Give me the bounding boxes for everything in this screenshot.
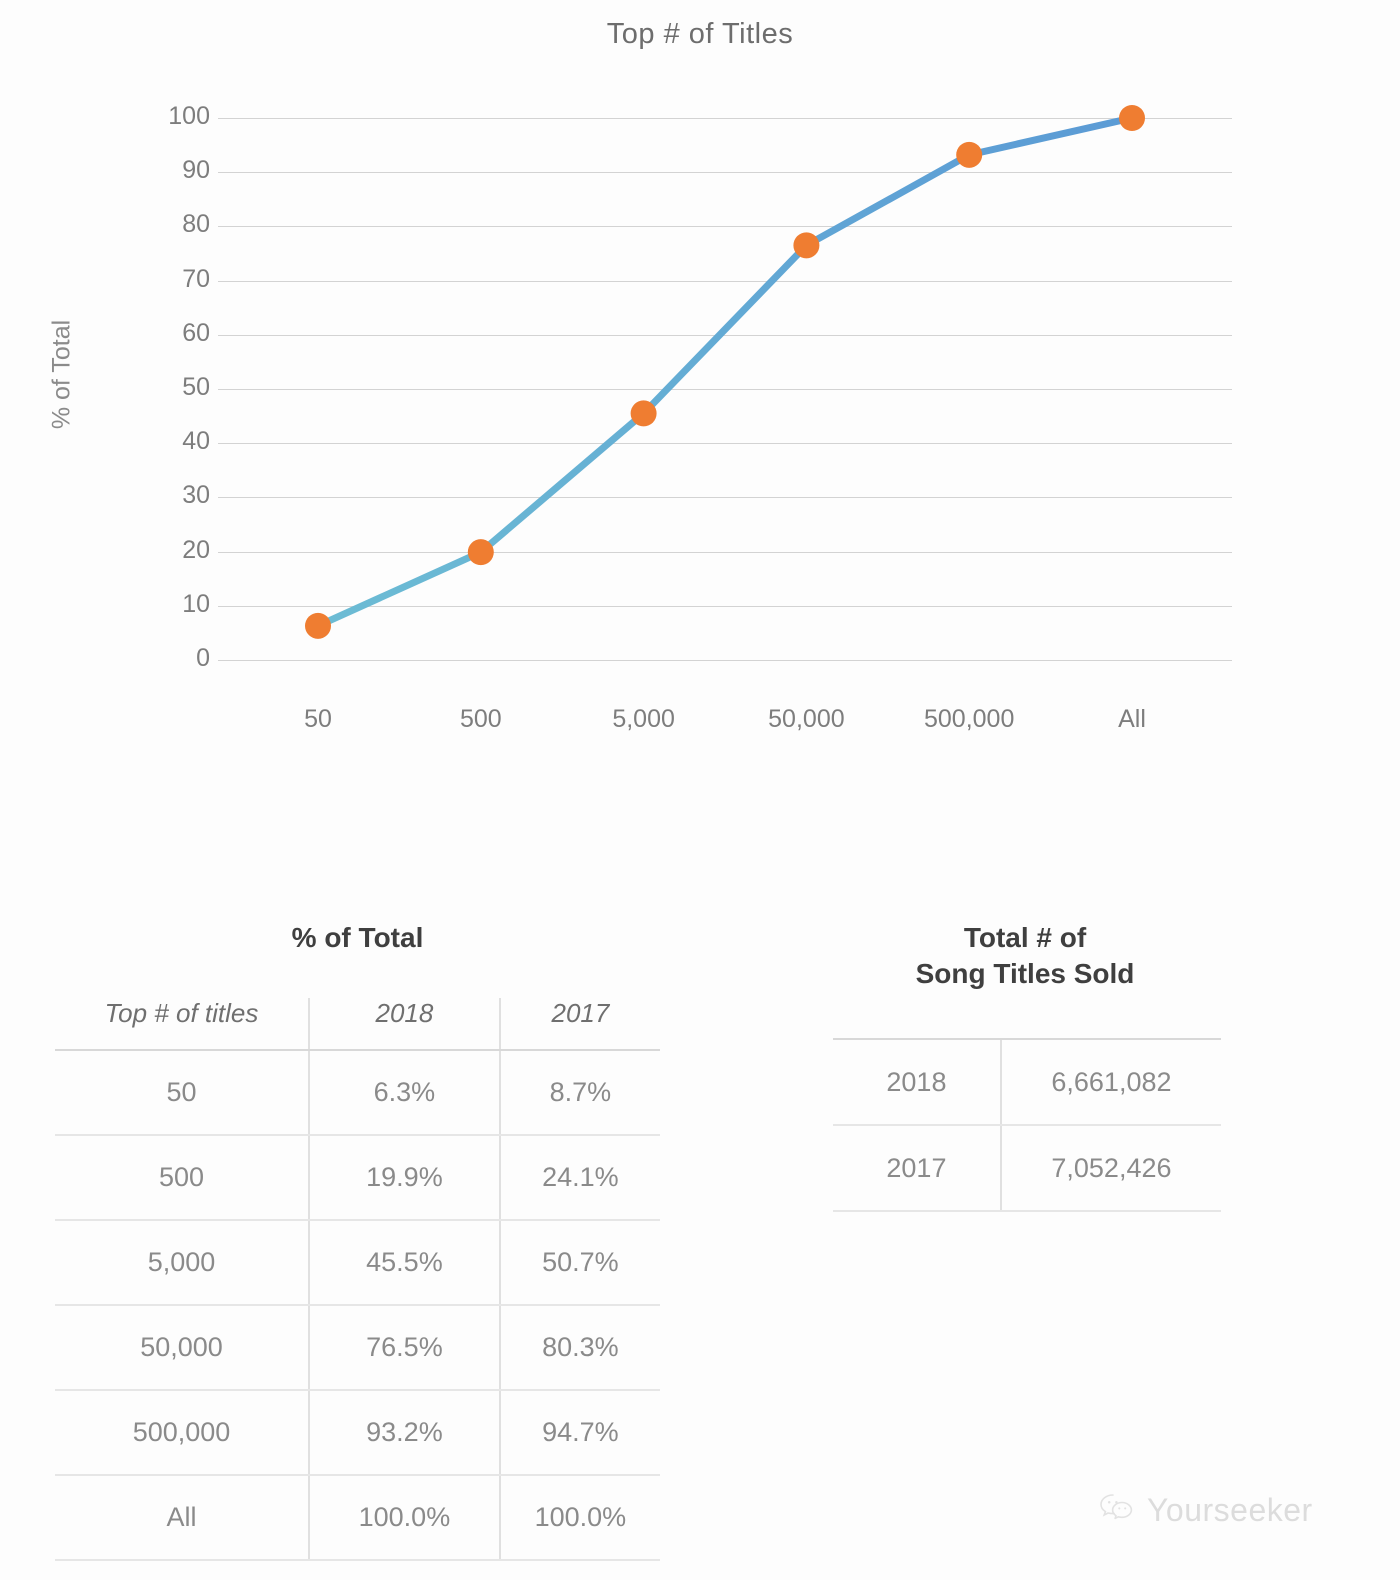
cell-year: 2017 (833, 1125, 1001, 1212)
x-axis-tick-All: All (1118, 705, 1146, 733)
table-row: 2017 7,052,426 (833, 1125, 1221, 1212)
cell-2017: 94.7% (499, 1390, 660, 1476)
table-row: 50 6.3% 8.7% (55, 1050, 660, 1136)
data-point-50 (305, 612, 331, 639)
column-header-2017: 2017 (499, 998, 660, 1051)
cell-top-titles: 50,000 (55, 1305, 310, 1391)
column-header-top-titles: Top # of titles (55, 998, 310, 1051)
y-axis-tick-labels: 0 10 20 30 40 50 60 70 80 90 100 (50, 0, 210, 780)
percent-of-total-table: Top # of titles 2018 2017 50 6.3% 8.7% 500 1… (55, 998, 660, 1561)
cell-2018: 76.5% (308, 1305, 501, 1391)
table-row: 500,000 93.2% 94.7% (55, 1390, 660, 1476)
chart-title: Top # of Titles (606, 18, 794, 50)
y-axis-tick-100: 100 (168, 102, 210, 130)
cell-2018: 19.9% (308, 1135, 501, 1221)
column-header-2018: 2018 (308, 998, 501, 1051)
table-row: All 100.0% 100.0% (55, 1475, 660, 1561)
chart-plot-area (305, 105, 1145, 639)
y-axis-tick-60: 60 (182, 318, 210, 347)
gridline-20 (218, 551, 1232, 553)
y-axis-tick-10: 10 (182, 589, 210, 618)
cell-top-titles: All (55, 1475, 310, 1561)
y-axis-tick-20: 20 (182, 535, 210, 564)
cell-top-titles: 5,000 (55, 1220, 310, 1306)
gridline-60 (218, 334, 1232, 336)
cell-total-titles: 6,661,082 (999, 1038, 1221, 1126)
gridline-10 (218, 605, 1232, 607)
data-point-All (1119, 105, 1145, 131)
cell-2018: 93.2% (308, 1390, 501, 1476)
y-axis-tick-70: 70 (182, 264, 210, 293)
cell-2017: 24.1% (499, 1135, 660, 1221)
pct-table-title: % of Total (291, 922, 424, 953)
wechat-icon (1100, 1493, 1134, 1528)
y-axis-tick-80: 80 (182, 210, 210, 239)
data-line-2018 (314, 114, 1136, 630)
gridline-40 (218, 443, 1232, 445)
gridline-50 (218, 389, 1232, 390)
y-axis-tick-50: 50 (182, 373, 210, 401)
x-axis-tick-50000: 50,000 (768, 705, 845, 733)
y-axis-tick-30: 30 (182, 481, 210, 510)
table-row: 2018 6,661,082 (833, 1038, 1221, 1126)
table-header-row: Top # of titles 2018 2017 (55, 998, 660, 1051)
line-chart-panel: Top # of Titles % of Total 0 10 20 30 40 50 60… (0, 0, 1400, 780)
total-song-titles-sold-table: 2018 6,661,082 2017 7,052,426 (833, 1038, 1221, 1212)
cell-total-titles: 7,052,426 (999, 1125, 1221, 1212)
cell-top-titles: 500 (55, 1135, 310, 1221)
cell-2017: 100.0% (499, 1475, 660, 1561)
table-row: 500 19.9% 24.1% (55, 1135, 660, 1221)
totals-table-title: Total # of Song Titles Sold (830, 920, 1220, 992)
cell-top-titles: 500,000 (55, 1390, 310, 1476)
x-axis-tick-50: 50 (304, 705, 332, 733)
cell-2018: 6.3% (308, 1050, 501, 1136)
x-axis-tick-5000: 5,000 (612, 705, 675, 733)
gridline-0 (218, 660, 1232, 661)
data-point-5000 (630, 400, 657, 427)
table-row: 50,000 76.5% 80.3% (55, 1305, 660, 1391)
totals-title-line2: Song Titles Sold (915, 957, 1135, 989)
data-point-markers (305, 105, 1145, 639)
cell-2017: 50.7% (499, 1220, 660, 1306)
totals-title-line1: Total # of (963, 922, 1087, 953)
gridline-70 (218, 280, 1232, 282)
y-axis-tick-90: 90 (182, 156, 210, 185)
data-point-500000 (956, 141, 983, 168)
watermark-label: Yourseeker (1147, 1492, 1313, 1528)
cell-year: 2018 (833, 1038, 1001, 1126)
table-row: 5,000 45.5% 50.7% (55, 1220, 660, 1306)
tables-section: % of Total Top # of titles 2018 2017 50 6… (0, 780, 1400, 1580)
gridline-30 (218, 497, 1232, 499)
data-point-50000 (793, 232, 820, 259)
x-axis-tick-500000: 500,000 (924, 705, 1015, 733)
watermark: Yourseeker (1100, 1492, 1313, 1529)
gridline-100 (218, 118, 1232, 119)
y-axis-tick-0: 0 (196, 644, 210, 672)
cell-2018: 45.5% (308, 1220, 501, 1306)
cell-2017: 80.3% (499, 1305, 660, 1391)
cell-2017: 8.7% (499, 1050, 660, 1136)
x-axis-tick-500: 500 (459, 705, 502, 733)
gridline-80 (218, 226, 1232, 228)
cell-2018: 100.0% (308, 1475, 501, 1561)
gridline-90 (218, 172, 1232, 174)
data-point-500 (467, 539, 494, 566)
y-axis-tick-40: 40 (182, 427, 210, 456)
cell-top-titles: 50 (55, 1050, 310, 1136)
